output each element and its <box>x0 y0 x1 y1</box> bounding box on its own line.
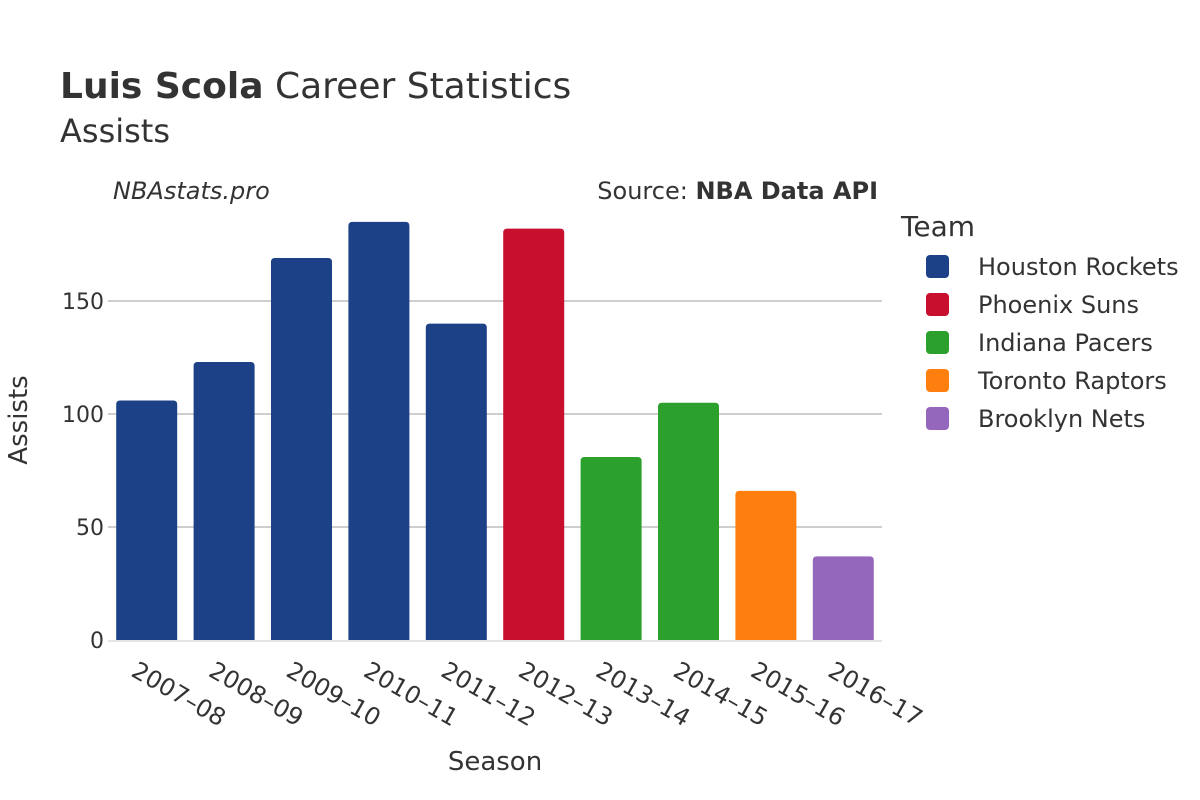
bar-2008–09 <box>193 362 255 640</box>
legend-swatch <box>926 407 949 430</box>
bar-2010–11 <box>348 221 410 640</box>
legend-item-label: Brooklyn Nets <box>978 405 1145 433</box>
title-rest: Career Statistics <box>274 66 572 107</box>
chart-title: Luis Scola Career Statistics <box>60 66 571 107</box>
source-name: NBA Data API <box>695 177 878 205</box>
legend-swatch <box>926 255 949 278</box>
legend-title: Team <box>900 210 975 243</box>
legend-item-label: Indiana Pacers <box>978 329 1153 357</box>
y-tick-label: 50 <box>76 516 104 541</box>
x-tick-labels: 2007–082008–092009–102010–112011–122012–… <box>127 656 927 732</box>
bar-2009–10 <box>271 258 332 640</box>
chart-subtitle: Assists <box>60 112 171 150</box>
bar-2011–12 <box>425 323 487 640</box>
source-label: Source: <box>597 177 688 205</box>
legend: Houston Rockets Phoenix Suns Indiana Pacer… <box>926 253 1179 433</box>
bar-2014–15 <box>658 402 719 640</box>
legend-swatch <box>926 331 949 354</box>
bars <box>116 221 874 640</box>
y-axis-label: Assists <box>4 375 34 464</box>
legend-swatch <box>926 369 949 392</box>
x-axis-label: Season <box>448 747 542 777</box>
legend-item-label: Phoenix Suns <box>978 291 1139 319</box>
legend-swatch <box>926 293 949 316</box>
bar-2012–13 <box>503 228 565 640</box>
legend-item-label: Toronto Raptors <box>977 367 1167 395</box>
bar-2007–08 <box>116 400 178 640</box>
y-tick-label: 100 <box>62 403 104 428</box>
credit-site: NBAstats.pro <box>113 177 270 205</box>
bar-2013–14 <box>580 456 642 640</box>
bar-2016–17 <box>812 556 874 640</box>
y-tick-label: 0 <box>90 629 104 654</box>
player-name: Luis Scola <box>60 66 264 107</box>
credit-source: Source: NBA Data API <box>597 177 878 205</box>
y-tick-label: 150 <box>62 290 104 315</box>
y-tick-labels: 0 50 100 150 <box>62 290 104 654</box>
legend-item-label: Houston Rockets <box>978 253 1179 281</box>
bar-2015–16 <box>735 490 797 640</box>
